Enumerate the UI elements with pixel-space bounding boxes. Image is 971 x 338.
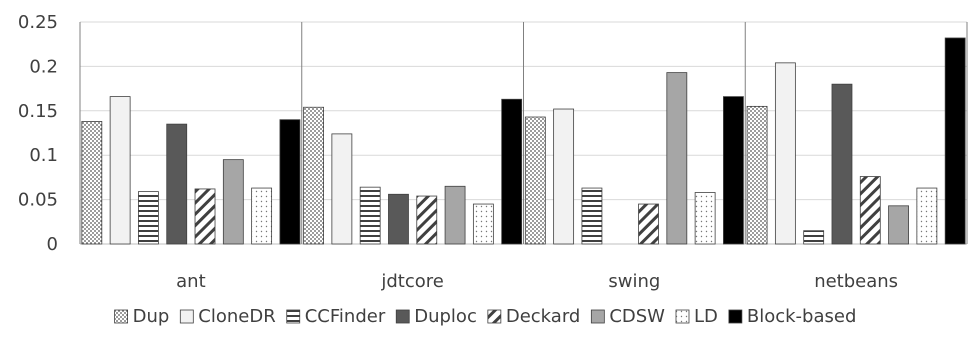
bar-ccfinder-ant [138,191,159,245]
bar-duploc-netbeans [831,83,853,245]
category-label: ant [176,271,206,292]
legend-swatch [675,309,690,324]
y-tick-label: 0.15 [18,101,58,122]
legend-label: CloneDR [198,306,275,327]
bar-cdsw-ant [222,159,244,245]
bar-clonedr-swing [553,108,575,245]
category-separators [79,22,968,244]
bar-ld-jdtcore [472,203,494,245]
bar-dup-ant [81,121,103,245]
legend-swatch [590,309,605,324]
y-tick-label: 0.2 [29,56,58,77]
category-label: swing [608,271,660,292]
bar-ccfinder-jdtcore [359,186,381,245]
bar-deckard-jdtcore [416,195,438,245]
category-label: netbeans [814,271,898,292]
legend-swatch [179,309,194,324]
legend-label: CCFinder [305,306,386,327]
bar-cdsw-swing [666,72,688,245]
bar-clonedr-ant [109,96,131,245]
legend-swatch [114,309,129,324]
bar-dup-jdtcore [303,106,324,245]
bar-ccfinder-netbeans [803,230,825,245]
legend-swatch [395,309,410,324]
legend-swatch [728,309,743,324]
bar-deckard-swing [638,203,659,245]
bar-clonedr-netbeans [774,62,796,245]
y-axis-ticks: 0 0.05 0.1 0.15 0.2 0.25 [18,12,58,255]
legend-swatch [487,309,502,324]
bar-clonedr-jdtcore [331,133,353,245]
bar-block-based-ant [279,119,301,245]
y-tick-label: 0.1 [29,145,58,166]
bar-cdsw-netbeans [888,205,909,245]
legend-label: Duploc [414,306,477,327]
bar-duploc-ant [166,123,188,245]
y-tick-label: 0 [47,234,58,255]
bar-block-based-jdtcore [501,98,523,245]
bar-deckard-netbeans [859,176,881,245]
bar-ccfinder-swing [581,187,603,245]
bars [81,37,966,245]
legend: Dup CloneDR CCFinder Duploc Deckard CDSW LD Blo… [114,306,857,327]
bar-ld-netbeans [916,187,938,245]
legend-label: Block-based [747,306,857,327]
legend-label: LD [694,306,718,327]
bar-cdsw-jdtcore [444,185,466,245]
legend-label: Deckard [506,306,580,327]
bar-dup-swing [524,116,546,245]
bar-ld-ant [251,187,273,245]
category-label: jdtcore [380,271,443,292]
legend-swatch [286,309,301,324]
legend-label: CDSW [609,306,665,327]
legend-label: Dup [133,306,170,327]
bar-block-based-netbeans [944,37,966,245]
bar-dup-netbeans [746,105,768,245]
y-tick-label: 0.25 [18,12,58,33]
bar-block-based-swing [723,96,744,245]
bar-ld-swing [694,192,716,245]
bar-duploc-jdtcore [388,193,409,245]
bar-deckard-ant [194,188,216,245]
y-tick-label: 0.05 [18,190,58,211]
x-axis-categories: ant jdtcore swing netbeans [176,271,898,292]
